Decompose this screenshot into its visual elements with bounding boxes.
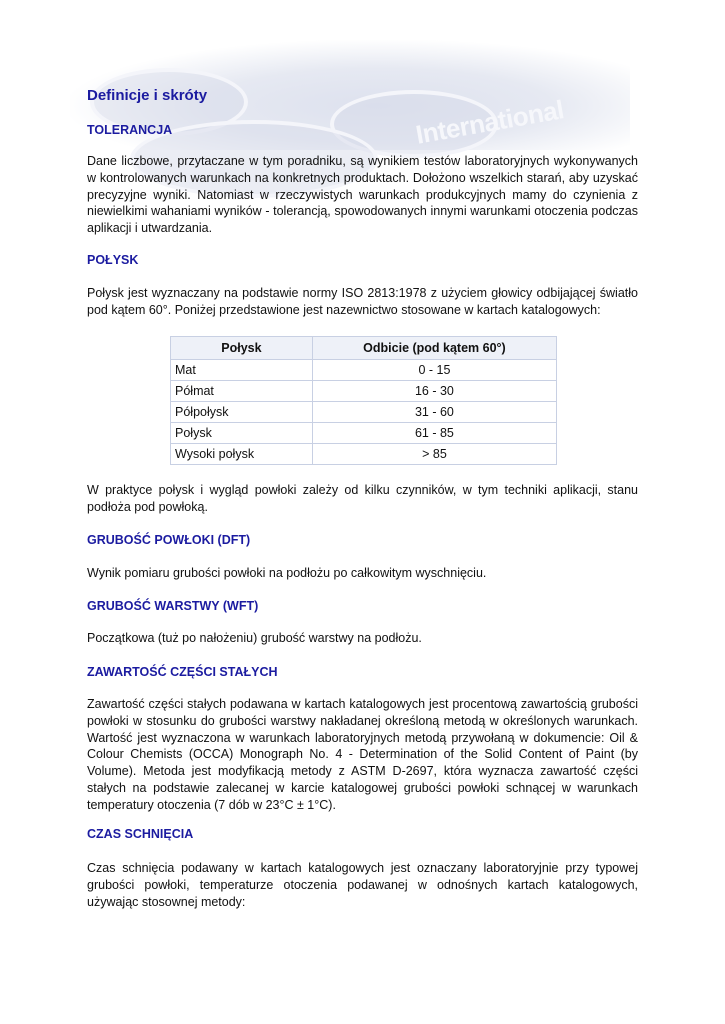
paragraph-tolerancja: Dane liczbowe, przytaczane w tym poradni…	[87, 154, 638, 236]
paragraph-dft: Wynik pomiaru grubości powłoki na podłoż…	[87, 566, 487, 580]
paragraph-wft: Początkowa (tuż po nałożeniu) grubość wa…	[87, 631, 422, 645]
heading-czas-schniecia: CZAS SCHNIĘCIA	[87, 827, 194, 841]
column-header: Połysk	[170, 336, 313, 360]
gloss-table: Połysk Odbicie (pod kątem 60°) Mat 0 - 15…	[170, 336, 558, 465]
table-cell: Półmat	[170, 380, 313, 402]
table-row: Półpołysk 31 - 60	[170, 401, 558, 423]
table-cell: 0 - 15	[311, 359, 558, 381]
table-cell: 31 - 60	[311, 401, 558, 423]
paragraph-czesci-stale: Zawartość części stałych podawana w kart…	[87, 697, 638, 812]
table-row: Wysoki połysk > 85	[170, 443, 558, 465]
heading-czesci-stale: ZAWARTOŚĆ CZĘŚCI STAŁYCH	[87, 665, 278, 679]
page-title: Definicje i skróty	[87, 87, 208, 104]
header-banner-image: International	[70, 40, 630, 198]
table-cell: Półpołysk	[170, 401, 313, 423]
table-cell: 16 - 30	[311, 380, 558, 402]
column-header: Odbicie (pod kątem 60°)	[311, 336, 558, 360]
table-header-row: Połysk Odbicie (pod kątem 60°)	[170, 336, 558, 360]
table-cell: Połysk	[170, 422, 313, 444]
heading-wft: GRUBOŚĆ WARSTWY (WFT)	[87, 599, 259, 613]
table-row: Półmat 16 - 30	[170, 380, 558, 402]
table-cell: Wysoki połysk	[170, 443, 313, 465]
table-row: Mat 0 - 15	[170, 359, 558, 381]
heading-tolerancja: TOLERANCJA	[87, 123, 173, 137]
heading-dft: GRUBOŚĆ POWŁOKI (DFT)	[87, 533, 251, 547]
paragraph-czas-schniecia: Czas schnięcia podawany w kartach katalo…	[87, 861, 638, 909]
heading-polysk: POŁYSK	[87, 253, 139, 267]
table-cell: 61 - 85	[311, 422, 558, 444]
paragraph-polysk: Połysk jest wyznaczany na podstawie norm…	[87, 286, 638, 317]
paragraph-polysk-after: W praktyce połysk i wygląd powłoki zależ…	[87, 483, 638, 514]
table-row: Połysk 61 - 85	[170, 422, 558, 444]
table-cell: Mat	[170, 359, 313, 381]
table-cell: > 85	[311, 443, 558, 465]
